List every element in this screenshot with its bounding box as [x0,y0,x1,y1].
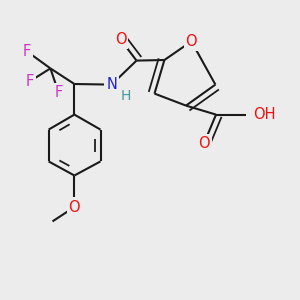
Text: F: F [54,85,63,100]
Text: H: H [121,89,131,103]
Text: O: O [115,32,126,47]
Text: F: F [25,74,34,89]
Text: OH: OH [254,107,276,122]
Text: O: O [186,34,197,49]
Text: F: F [22,44,31,59]
Text: N: N [106,77,117,92]
Text: O: O [69,200,80,214]
Text: O: O [198,136,210,151]
